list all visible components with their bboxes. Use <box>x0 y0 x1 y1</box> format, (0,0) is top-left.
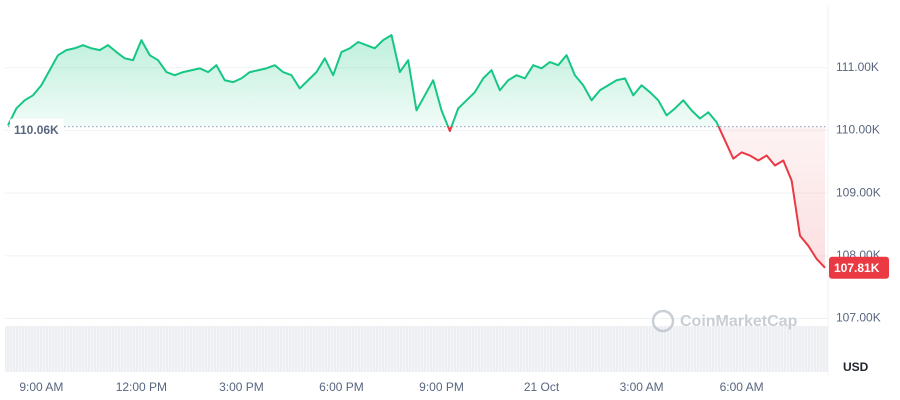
last-price-box <box>829 256 889 279</box>
price-area <box>8 35 825 268</box>
watermark-logo <box>651 309 675 333</box>
x-tick-label: 9:00 AM <box>19 380 63 394</box>
volume-area <box>5 326 828 372</box>
price-line <box>7 34 826 269</box>
currency-label: USD <box>843 360 869 374</box>
x-tick-label: 12:00 PM <box>116 380 167 394</box>
series <box>7 34 828 269</box>
last-price-label: 107.81K <box>834 261 880 275</box>
baseline-label-box <box>10 118 64 135</box>
y-tick-label: 109.00K <box>836 185 881 199</box>
x-tick-label: 9:00 PM <box>419 380 464 394</box>
x-tick-label: 3:00 AM <box>620 380 664 394</box>
y-tick-label: 107.00K <box>836 311 881 325</box>
baseline-label: 110.06K <box>14 123 59 137</box>
y-tick-label: 111.00K <box>836 60 879 74</box>
x-tick-label: 21 Oct <box>524 380 560 394</box>
x-tick-label: 6:00 AM <box>720 380 764 394</box>
x-tick-label: 6:00 PM <box>319 380 364 394</box>
x-tick-label: 3:00 PM <box>219 380 264 394</box>
watermark-text: CoinMarketCap <box>680 313 798 330</box>
labels: 107.00K108.00K109.00K110.00K111.00K9:00 … <box>10 60 889 394</box>
watermark: CoinMarketCap <box>651 309 798 333</box>
y-tick-label: 110.00K <box>836 123 880 137</box>
